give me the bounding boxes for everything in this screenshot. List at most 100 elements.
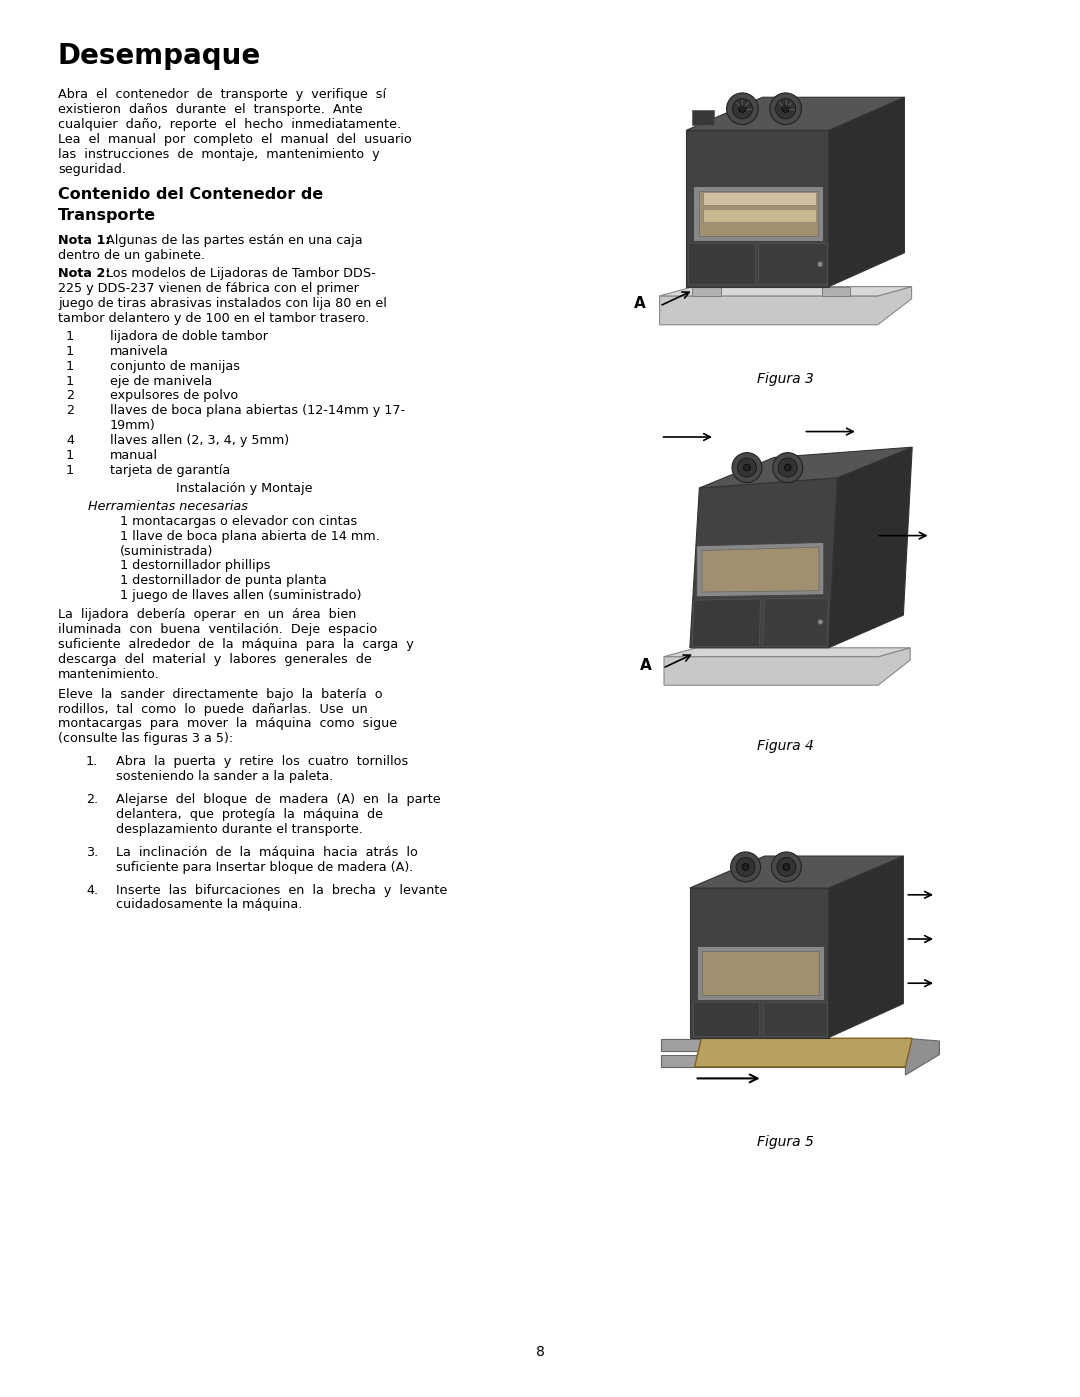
Polygon shape	[700, 447, 913, 488]
Text: juego de tiras abrasivas instalados con lija 80 en el: juego de tiras abrasivas instalados con …	[58, 298, 387, 310]
Polygon shape	[693, 186, 823, 242]
Polygon shape	[661, 1039, 913, 1051]
Text: Inserte  las  bifurcaciones  en  la  brecha  y  levante: Inserte las bifurcaciones en la brecha y…	[116, 883, 447, 897]
Circle shape	[775, 99, 796, 119]
Text: llaves allen (2, 3, 4, y 5mm): llaves allen (2, 3, 4, y 5mm)	[110, 434, 289, 447]
Polygon shape	[905, 1038, 940, 1076]
Text: 1 llave de boca plana abierta de 14 mm.: 1 llave de boca plana abierta de 14 mm.	[120, 529, 380, 542]
Text: delantera,  que  protegía  la  máquina  de: delantera, que protegía la máquina de	[116, 807, 383, 821]
Text: Los modelos de Lijadoras de Tambor DDS-: Los modelos de Lijadoras de Tambor DDS-	[102, 267, 376, 281]
Text: las  instrucciones  de  montaje,  mantenimiento  y: las instrucciones de montaje, mantenimie…	[58, 148, 380, 161]
Text: Figura 5: Figura 5	[757, 1134, 813, 1148]
Text: cuidadosamente la máquina.: cuidadosamente la máquina.	[116, 898, 302, 911]
Polygon shape	[762, 1002, 827, 1035]
Circle shape	[737, 858, 755, 876]
Text: 1.: 1.	[86, 756, 98, 768]
Text: tambor delantero y de 100 en el tambor trasero.: tambor delantero y de 100 en el tambor t…	[58, 312, 369, 326]
Text: lijadora de doble tambor: lijadora de doble tambor	[110, 330, 268, 342]
Text: Figura 4: Figura 4	[757, 739, 813, 753]
Polygon shape	[758, 243, 827, 285]
Text: Algunas de las partes están en una caja: Algunas de las partes están en una caja	[102, 235, 363, 247]
Text: Figura 3: Figura 3	[757, 372, 813, 386]
Circle shape	[773, 453, 802, 482]
Text: suficiente  alrededor  de  la  máquina  para  la  carga  y: suficiente alrededor de la máquina para …	[58, 638, 414, 651]
Text: llaves de boca plana abiertas (12-14mm y 17-: llaves de boca plana abiertas (12-14mm y…	[110, 404, 405, 418]
Text: dentro de un gabinete.: dentro de un gabinete.	[58, 249, 205, 263]
Text: descarga  del  material  y  labores  generales  de: descarga del material y labores generale…	[58, 652, 372, 666]
Polygon shape	[660, 286, 912, 296]
Text: 1: 1	[66, 464, 75, 476]
Text: 1: 1	[66, 345, 75, 358]
Text: seguridad.: seguridad.	[58, 162, 126, 176]
Polygon shape	[703, 193, 815, 205]
Polygon shape	[686, 130, 828, 286]
Text: montacargas  para  mover  la  máquina  como  sigue: montacargas para mover la máquina como s…	[58, 718, 397, 731]
Text: 2: 2	[66, 390, 75, 402]
Polygon shape	[660, 286, 912, 324]
Text: 8: 8	[536, 1345, 544, 1359]
Text: 1 juego de llaves allen (suministrado): 1 juego de llaves allen (suministrado)	[120, 590, 362, 602]
Text: Eleve  la  sander  directamente  bajo  la  batería  o: Eleve la sander directamente bajo la bat…	[58, 687, 382, 701]
Text: 1: 1	[66, 374, 75, 387]
Text: 1: 1	[66, 330, 75, 342]
Text: eje de manivela: eje de manivela	[110, 374, 213, 387]
Polygon shape	[828, 447, 913, 648]
Polygon shape	[828, 856, 903, 1038]
Text: manual: manual	[110, 448, 158, 462]
Polygon shape	[697, 542, 824, 597]
Text: Abra  la  puerta  y  retire  los  cuatro  tornillos: Abra la puerta y retire los cuatro torni…	[116, 756, 408, 768]
Text: cualquier  daño,  reporte  el  hecho  inmediatamente.: cualquier daño, reporte el hecho inmedia…	[58, 117, 401, 131]
Text: 3.: 3.	[86, 845, 98, 859]
Text: Contenido del Contenedor de: Contenido del Contenedor de	[58, 187, 323, 203]
Circle shape	[782, 105, 789, 112]
Text: suficiente para Insertar bloque de madera (A).: suficiente para Insertar bloque de mader…	[116, 861, 414, 873]
Text: 2.: 2.	[86, 793, 98, 806]
Circle shape	[771, 852, 801, 882]
Text: A: A	[640, 658, 651, 673]
Text: rodillos,  tal  como  lo  puede  dañarlas.  Use  un: rodillos, tal como lo puede dañarlas. Us…	[58, 703, 368, 715]
Polygon shape	[692, 286, 720, 296]
Text: La  lijadora  debería  operar  en  un  área  bien: La lijadora debería operar en un área bi…	[58, 608, 356, 622]
Text: 19mm): 19mm)	[110, 419, 156, 432]
Circle shape	[732, 99, 753, 119]
Text: sosteniendo la sander a la paleta.: sosteniendo la sander a la paleta.	[116, 770, 334, 784]
Text: Abra  el  contenedor  de  transporte  y  verifique  sí: Abra el contenedor de transporte y verif…	[58, 88, 387, 101]
Circle shape	[743, 464, 751, 471]
Circle shape	[731, 852, 760, 882]
Polygon shape	[686, 98, 904, 130]
Text: La  inclinación  de  la  máquina  hacia  atrás  lo: La inclinación de la máquina hacia atrás…	[116, 845, 418, 859]
Text: (suministrada): (suministrada)	[120, 545, 214, 557]
Text: existieron  daños  durante  el  transporte.  Ante: existieron daños durante el transporte. …	[58, 103, 363, 116]
Text: 1 destornillador phillips: 1 destornillador phillips	[120, 559, 270, 573]
Circle shape	[779, 458, 797, 478]
Bar	[692, 110, 714, 124]
Polygon shape	[690, 888, 828, 1038]
Circle shape	[739, 105, 746, 112]
Text: Nota 2:: Nota 2:	[58, 267, 110, 281]
Text: 1: 1	[66, 448, 75, 462]
Text: 225 y DDS-237 vienen de fábrica con el primer: 225 y DDS-237 vienen de fábrica con el p…	[58, 282, 359, 295]
Polygon shape	[702, 548, 819, 592]
Text: Nota 1:: Nota 1:	[58, 235, 110, 247]
Circle shape	[738, 458, 756, 478]
Text: expulsores de polvo: expulsores de polvo	[110, 390, 239, 402]
Text: Instalación y Montaje: Instalación y Montaje	[176, 482, 312, 495]
Polygon shape	[688, 243, 755, 285]
Text: 1: 1	[66, 359, 75, 373]
Text: 2: 2	[66, 404, 75, 418]
Circle shape	[783, 863, 789, 870]
Text: conjunto de manijas: conjunto de manijas	[110, 359, 240, 373]
Circle shape	[727, 94, 758, 124]
Circle shape	[818, 261, 823, 267]
Polygon shape	[692, 1002, 759, 1035]
Text: tarjeta de garantía: tarjeta de garantía	[110, 464, 230, 476]
Circle shape	[784, 464, 792, 471]
Polygon shape	[828, 98, 904, 286]
Text: 4: 4	[66, 434, 75, 447]
Text: mantenimiento.: mantenimiento.	[58, 668, 160, 680]
Text: Desempaque: Desempaque	[58, 42, 261, 70]
Polygon shape	[694, 1038, 913, 1067]
Text: 4.: 4.	[86, 883, 98, 897]
Polygon shape	[703, 208, 815, 222]
Text: Herramientas necesarias: Herramientas necesarias	[87, 500, 248, 513]
